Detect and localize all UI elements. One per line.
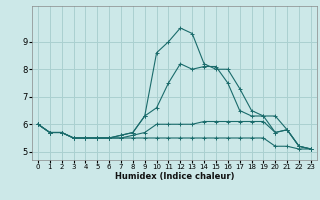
X-axis label: Humidex (Indice chaleur): Humidex (Indice chaleur) [115, 172, 234, 181]
